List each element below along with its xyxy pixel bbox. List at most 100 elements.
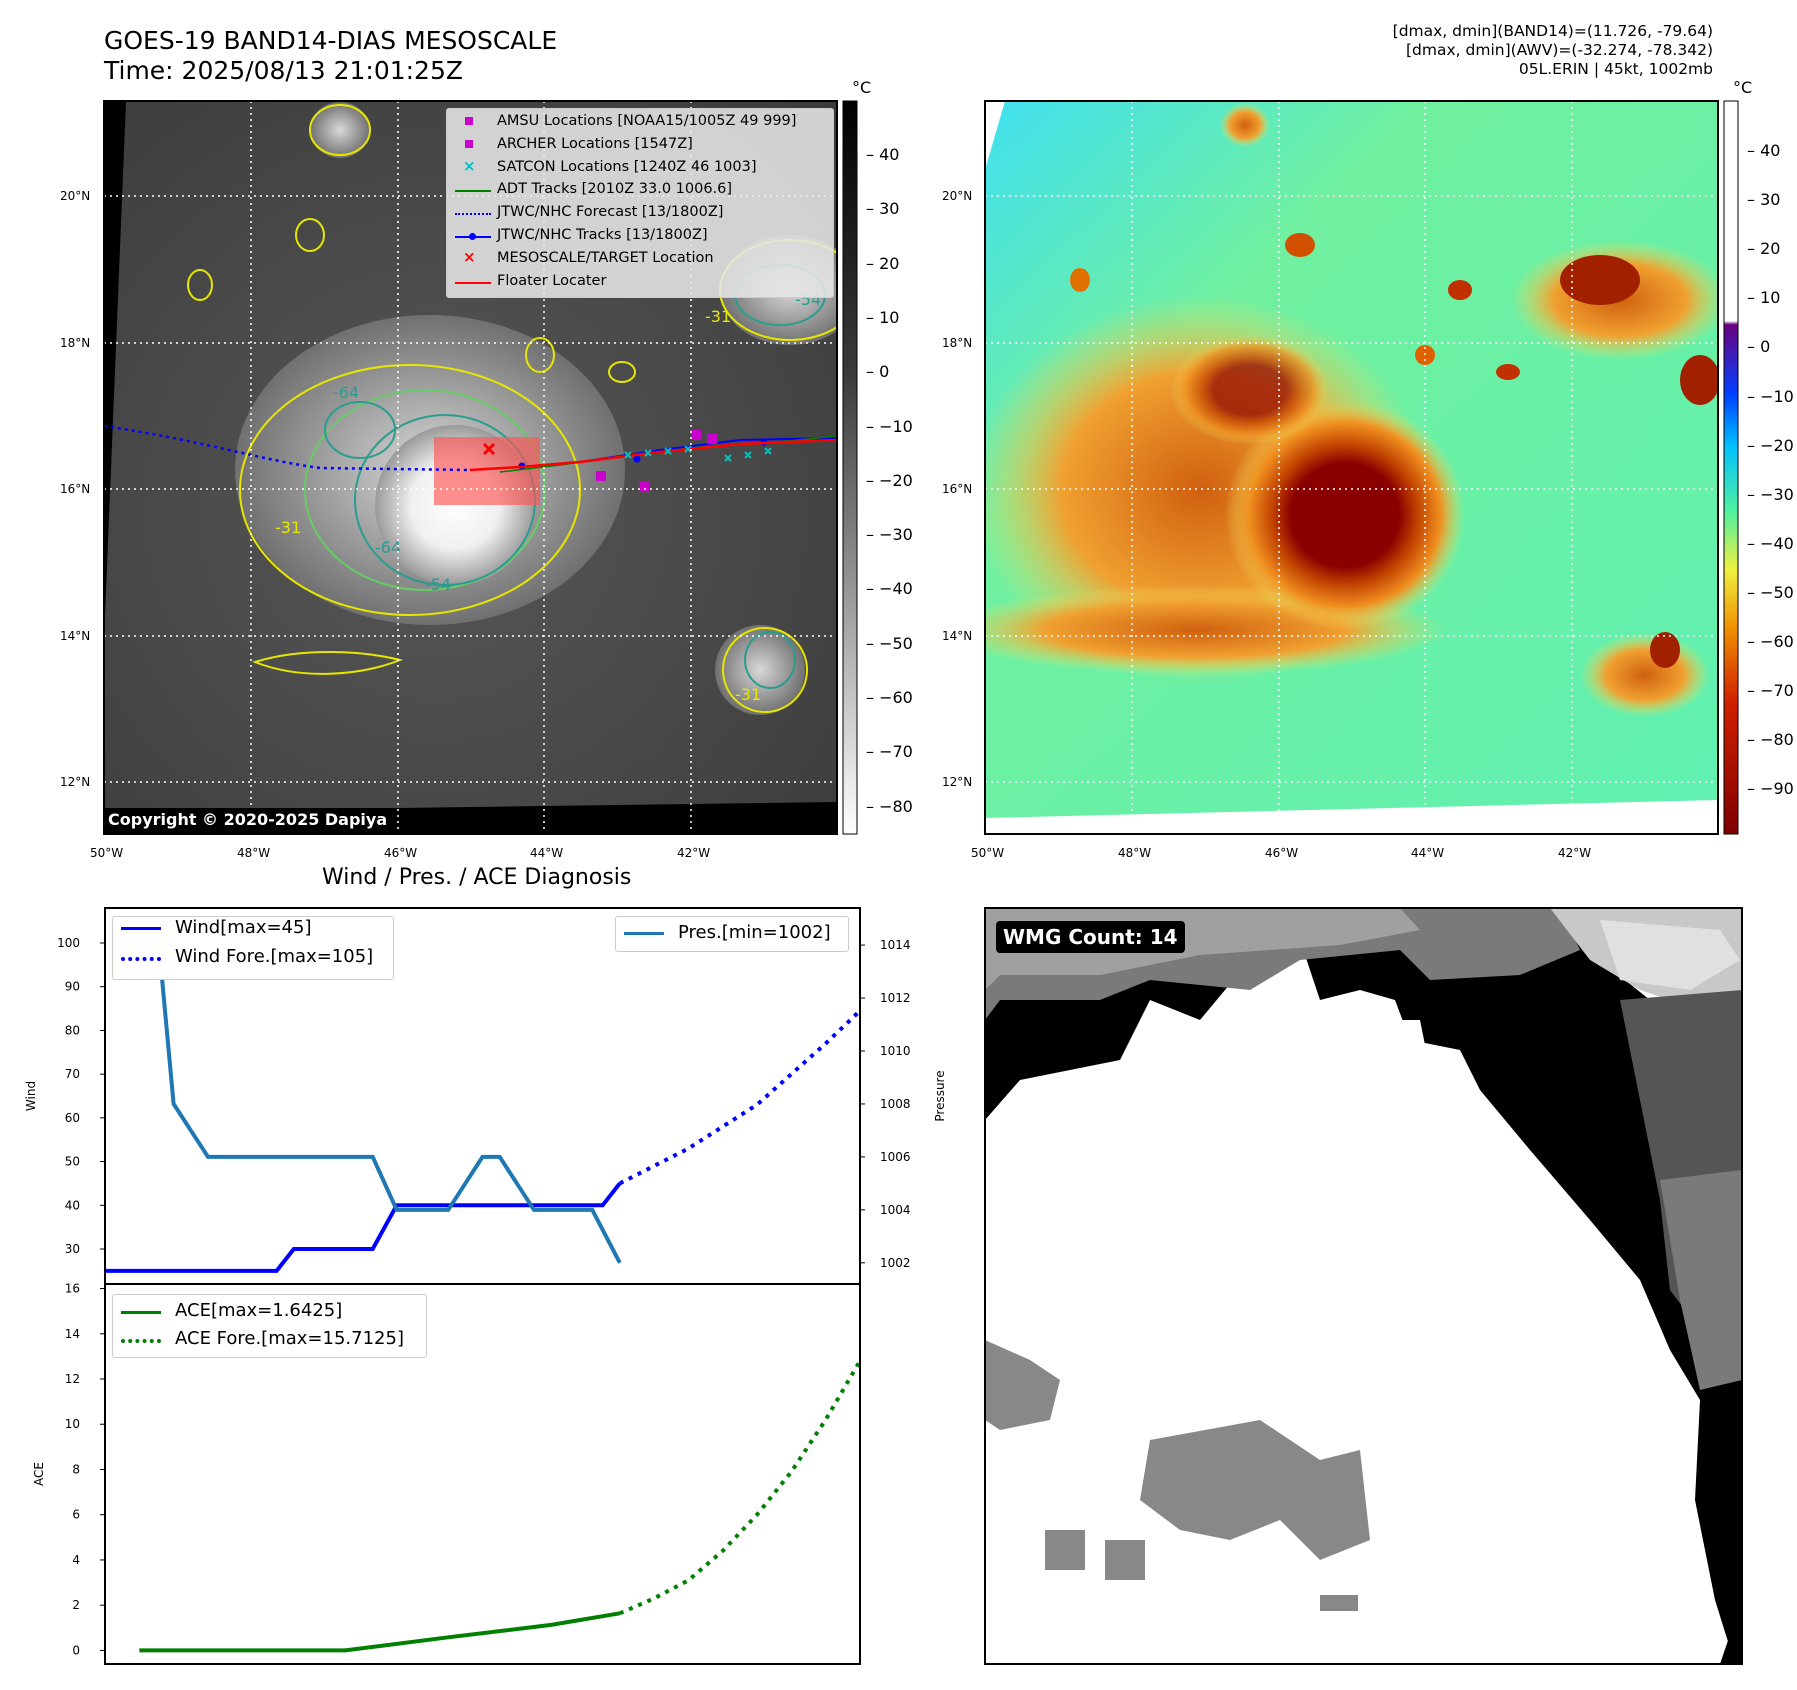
awv-colorbar-tick: – −90 — [1747, 779, 1794, 799]
ace-y-tick-label: 14 — [65, 1327, 80, 1341]
y2-tick-label: 1008 — [880, 1097, 911, 1111]
awv-colorbar-unit: °C — [1733, 78, 1753, 97]
pres-legend: Pres.[min=1002] — [615, 916, 849, 952]
ir-legend-label: JTWC/NHC Forecast [13/1800Z] — [497, 204, 724, 221]
ir-legend-item: ADT Tracks [2010Z 33.0 1006.6] — [447, 181, 827, 201]
y-tick-label: 60 — [65, 1111, 80, 1125]
ir-legend-label: JTWC/NHC Tracks [13/1800Z] — [497, 227, 708, 243]
awv-colorbar-tick: – −60 — [1747, 632, 1794, 651]
ir-lon-tick: 48°W — [237, 846, 271, 860]
ace-y-tick-label: 8 — [72, 1462, 80, 1476]
ir-colorbar-tick: – −30 — [866, 525, 913, 545]
ir-colorbar-tick: – 10 — [866, 307, 900, 327]
ir-legend-label: ADT Tracks [2010Z 33.0 1006.6] — [497, 181, 733, 198]
ace-fore-legend-label: ACE Fore.[max=15.7125] — [175, 1328, 404, 1349]
awv-lat-tick: 18°N — [942, 336, 973, 350]
contour-label: -54 — [425, 575, 451, 594]
y2-tick-label: 1010 — [880, 1044, 911, 1058]
ir-legend-label: Floater Locater — [497, 272, 607, 289]
contour-label: -64 — [333, 383, 359, 402]
ace-y-tick-label: 10 — [65, 1417, 80, 1431]
awv-lon-tick: 50°W — [971, 846, 1005, 860]
legend-marker-icon: × — [463, 156, 476, 175]
awv-colorbar-tick: – −40 — [1747, 533, 1794, 553]
pressure-axis-label: Pressure — [933, 1070, 947, 1121]
wind-axis-label: Wind — [24, 1081, 38, 1111]
figure-title: GOES-19 BAND14-DIAS MESOSCALE — [104, 26, 558, 55]
ir-legend-item: × SATCON Locations [1240Z 46 1003] — [447, 156, 827, 179]
y2-tick-label: 1004 — [880, 1203, 911, 1217]
ir-lat-tick: 16°N — [60, 482, 91, 496]
ace-axis-label: ACE — [32, 1462, 46, 1486]
awv-colorbar-tick: – −50 — [1747, 582, 1794, 602]
awv-colorbar-tick: – 10 — [1747, 288, 1781, 308]
series-line — [105, 1182, 622, 1273]
ir-lon-tick: 42°W — [677, 846, 711, 860]
contour-label: -31 — [275, 518, 301, 537]
ir-colorbar-tick: – −40 — [866, 579, 913, 599]
ir-colorbar-tick: – 0 — [866, 362, 890, 382]
ir-colorbar-tick: – −70 — [866, 742, 913, 762]
awv-lon-tick: 48°W — [1118, 846, 1152, 860]
y2-tick-label: 1012 — [880, 991, 911, 1005]
ir-colorbar-tick: – 20 — [866, 253, 900, 273]
ir-colorbar-tick: – −20 — [866, 470, 913, 490]
ir-legend-item: ARCHER Locations [1547Z] — [447, 136, 827, 156]
ir-colorbar-tick: – −80 — [866, 796, 913, 816]
contour-label: -64 — [375, 538, 401, 557]
legend-marker-icon — [465, 117, 473, 125]
ir-lon-tick: 50°W — [90, 846, 124, 860]
ace-y-tick-label: 2 — [72, 1598, 80, 1612]
band14-range: [dmax, dmin](BAND14)=(11.726, -79.64) — [1392, 22, 1713, 40]
storm-info: [dmax, dmin](BAND14)=(11.726, -79.64) [d… — [1393, 22, 1713, 79]
awv-colorbar-tick: – 40 — [1747, 141, 1781, 160]
awv-colorbar-tick: – 20 — [1747, 239, 1781, 259]
wind-legend: Wind[max=45] Wind Fore.[max=105] — [112, 916, 394, 980]
legend-marker-icon — [455, 281, 491, 284]
awv-lon-tick: 44°W — [1411, 846, 1445, 860]
awv-lon-tick: 46°W — [1265, 846, 1299, 860]
series-line — [618, 1007, 860, 1186]
ace-series-line — [139, 1611, 621, 1653]
copyright-label: Copyright © 2020-2025 Dapiya — [103, 808, 393, 831]
legend-marker-icon — [455, 233, 491, 240]
legend-marker-icon — [455, 190, 491, 193]
ir-legend: AMSU Locations [NOAA15/1005Z 49 999] ARCH… — [446, 108, 834, 298]
awv-colorbar-tick: – 30 — [1747, 190, 1781, 210]
contour-label: -31 — [735, 685, 761, 704]
ace-y-tick-label: 12 — [65, 1372, 80, 1386]
ace-y-tick-label: 4 — [72, 1553, 80, 1567]
y-tick-label: 30 — [65, 1242, 80, 1256]
ir-legend-label: SATCON Locations [1240Z 46 1003] — [497, 158, 757, 175]
ir-legend-label: AMSU Locations [NOAA15/1005Z 49 999] — [497, 113, 797, 129]
awv-lat-tick: 16°N — [942, 482, 973, 496]
ir-lon-tick: 44°W — [530, 846, 564, 860]
ace-axes-frame — [104, 1283, 861, 1665]
diagnosis-title: Wind / Pres. / ACE Diagnosis — [322, 865, 632, 890]
awv-colorbar-tick: – −70 — [1747, 681, 1794, 701]
ir-legend-item: JTWC/NHC Forecast [13/1800Z] — [447, 204, 827, 224]
ir-colorbar-tick: – −50 — [866, 633, 913, 653]
ir-colorbar-unit: °C — [852, 78, 872, 97]
ir-legend-item: JTWC/NHC Tracks [13/1800Z] — [447, 227, 827, 247]
y-tick-label: 90 — [65, 980, 80, 994]
wmg-count-badge: WMG Count: 14 — [996, 921, 1185, 953]
ir-lat-tick: 14°N — [60, 629, 91, 643]
awv-colorbar-tick: – −80 — [1747, 730, 1794, 750]
ace-y-tick-label: 16 — [65, 1282, 80, 1296]
ir-legend-label: MESOSCALE/TARGET Location — [497, 249, 714, 266]
awv-colorbar-tick: – −10 — [1747, 386, 1794, 406]
awv-lon-tick: 42°W — [1558, 846, 1592, 860]
awv-lat-tick: 12°N — [942, 775, 973, 789]
wind-legend-label: Wind[max=45] — [175, 917, 312, 938]
ace-legend: ACE[max=1.6425] ACE Fore.[max=15.7125] — [112, 1294, 427, 1358]
ace-y-tick-label: 0 — [72, 1643, 80, 1657]
ace-legend-label: ACE[max=1.6425] — [175, 1300, 343, 1321]
legend-marker-icon — [455, 213, 491, 216]
legend-marker-icon — [465, 139, 473, 148]
ir-colorbar-tick: – −10 — [866, 416, 913, 436]
y-tick-label: 40 — [65, 1198, 80, 1212]
ace-series-line — [619, 1356, 860, 1616]
awv-colorbar-tick: – 0 — [1747, 337, 1771, 357]
